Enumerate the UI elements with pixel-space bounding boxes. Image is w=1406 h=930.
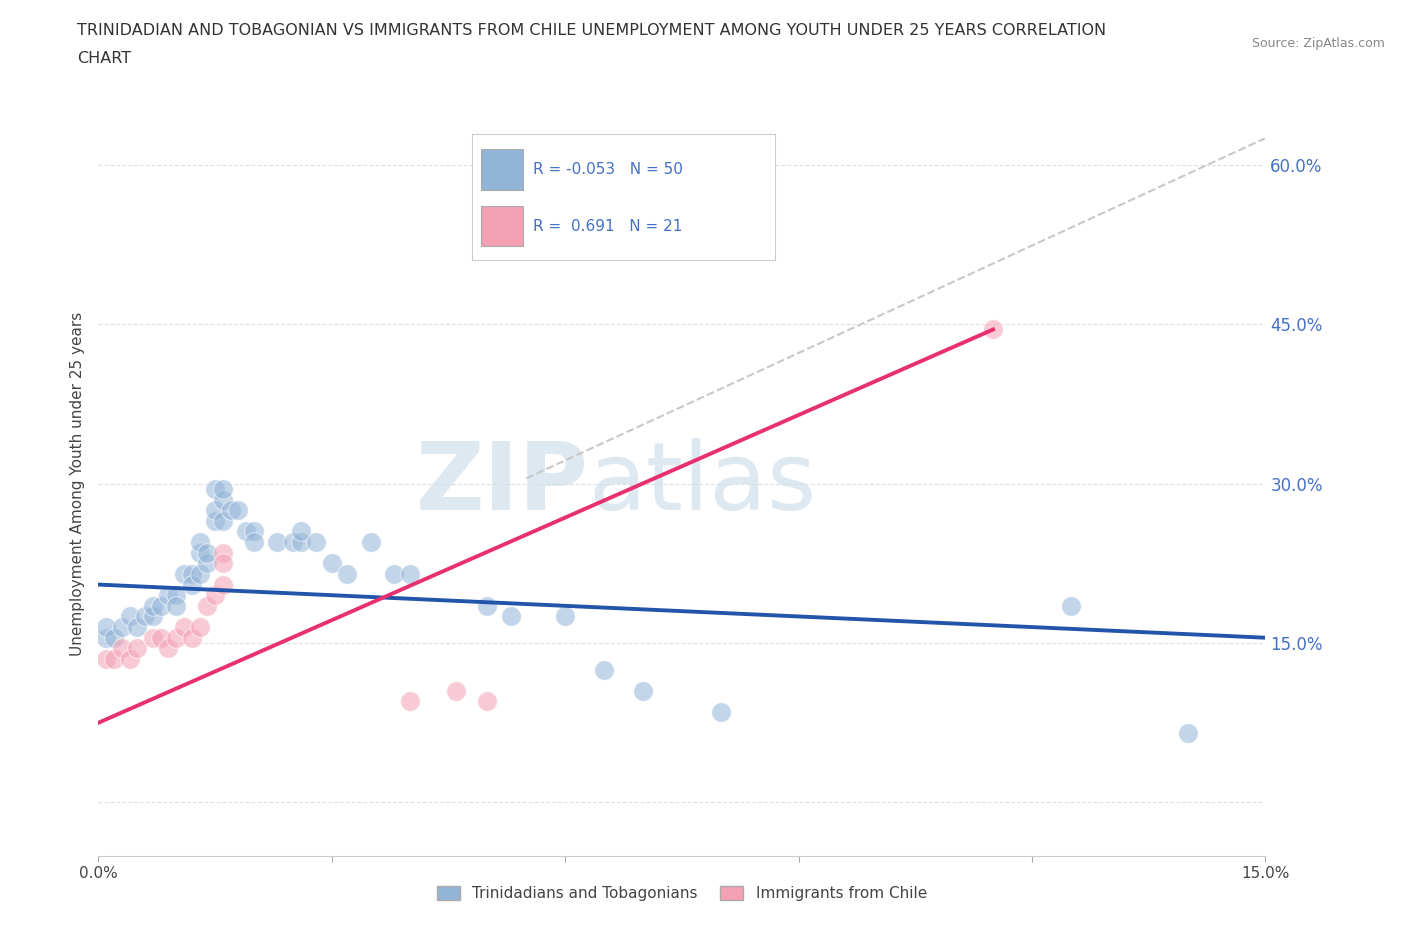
Point	[981, 322, 1004, 337]
Point	[212, 482, 235, 497]
Point	[180, 578, 202, 592]
Point	[149, 631, 172, 645]
Point	[305, 535, 328, 550]
Point	[157, 588, 180, 603]
Point	[204, 482, 226, 497]
Point	[290, 535, 312, 550]
Text: ZIP: ZIP	[416, 438, 589, 529]
Point	[118, 652, 141, 667]
Point	[188, 619, 211, 634]
Point	[235, 524, 257, 538]
Point	[266, 535, 288, 550]
Point	[212, 556, 235, 571]
Legend: Trinidadians and Tobagonians, Immigrants from Chile: Trinidadians and Tobagonians, Immigrants…	[430, 880, 934, 908]
Point	[157, 641, 180, 656]
Point	[96, 631, 118, 645]
Point	[477, 598, 499, 613]
Text: TRINIDADIAN AND TOBAGONIAN VS IMMIGRANTS FROM CHILE UNEMPLOYMENT AMONG YOUTH UND: TRINIDADIAN AND TOBAGONIAN VS IMMIGRANTS…	[77, 23, 1107, 38]
Point	[398, 694, 420, 709]
Point	[710, 705, 733, 720]
Point	[188, 545, 211, 560]
Point	[142, 631, 165, 645]
Point	[96, 652, 118, 667]
Point	[149, 598, 172, 613]
Point	[382, 566, 405, 581]
Point	[204, 513, 226, 528]
Point	[195, 598, 218, 613]
Text: atlas: atlas	[589, 438, 817, 529]
Y-axis label: Unemployment Among Youth under 25 years: Unemployment Among Youth under 25 years	[69, 312, 84, 656]
Point	[477, 694, 499, 709]
Point	[127, 619, 149, 634]
Point	[111, 641, 134, 656]
Point	[243, 535, 266, 550]
Point	[118, 609, 141, 624]
Point	[228, 503, 250, 518]
Point	[1177, 726, 1199, 741]
Point	[204, 503, 226, 518]
Point	[142, 609, 165, 624]
Point	[336, 566, 359, 581]
Point	[173, 619, 195, 634]
Point	[204, 588, 226, 603]
Point	[195, 545, 218, 560]
Point	[173, 566, 195, 581]
Point	[165, 598, 187, 613]
Point	[212, 513, 235, 528]
Point	[96, 619, 118, 634]
Point	[290, 524, 312, 538]
Point	[554, 609, 576, 624]
Point	[281, 535, 304, 550]
Point	[127, 641, 149, 656]
Point	[195, 556, 218, 571]
Point	[188, 566, 211, 581]
Point	[103, 631, 125, 645]
Point	[212, 492, 235, 507]
Point	[360, 535, 382, 550]
Point	[212, 578, 235, 592]
Point	[103, 652, 125, 667]
Point	[165, 588, 187, 603]
Point	[212, 545, 235, 560]
Point	[188, 535, 211, 550]
Point	[321, 556, 343, 571]
Text: Source: ZipAtlas.com: Source: ZipAtlas.com	[1251, 37, 1385, 50]
Point	[499, 609, 522, 624]
Point	[111, 619, 134, 634]
Text: CHART: CHART	[77, 51, 131, 66]
Point	[243, 524, 266, 538]
Point	[134, 609, 156, 624]
Point	[593, 662, 616, 677]
Point	[446, 684, 468, 698]
Point	[219, 503, 242, 518]
Point	[165, 631, 187, 645]
Point	[142, 598, 165, 613]
Point	[180, 631, 202, 645]
Point	[398, 566, 420, 581]
Point	[631, 684, 654, 698]
Point	[1060, 598, 1083, 613]
Point	[180, 566, 202, 581]
